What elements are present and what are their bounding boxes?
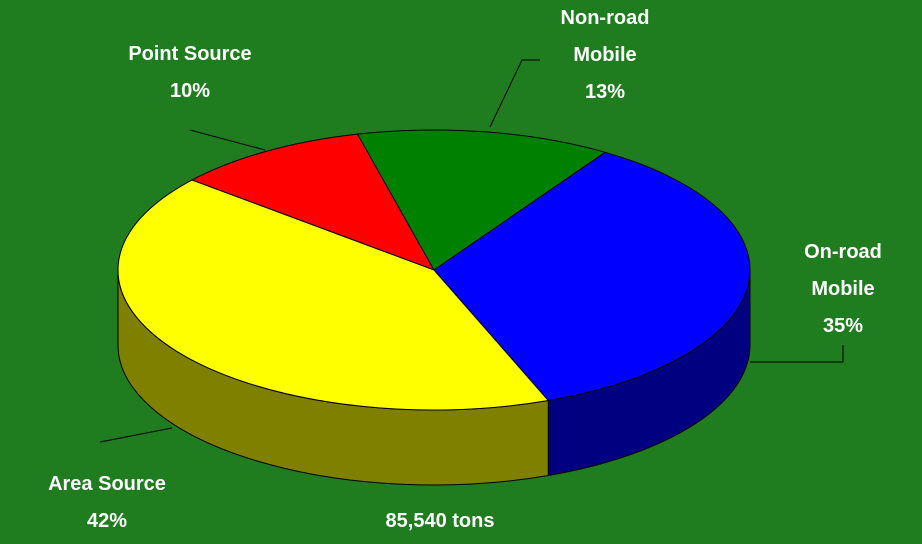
leader-line	[189, 129, 266, 151]
pie-tops	[117, 129, 751, 411]
leader-lines	[99, 59, 844, 443]
pie-slice	[117, 179, 550, 411]
slice-name: On-road Mobile	[804, 241, 882, 300]
pie-slice	[433, 151, 751, 402]
slice-name: Area Source	[48, 473, 166, 495]
pie-slice	[356, 129, 607, 271]
leader-line	[489, 59, 540, 128]
slice-label: Point Source 10%	[100, 36, 280, 110]
slice-percent: 10%	[169, 80, 211, 102]
slice-name: Non-road Mobile	[560, 7, 650, 66]
slice-percent: 13%	[584, 81, 626, 103]
leader-line	[750, 345, 844, 363]
slice-percent: 35%	[822, 315, 864, 337]
slice-label: Area Source 42%	[7, 466, 207, 540]
pie-slice	[190, 133, 436, 271]
slice-label: On-road Mobile 35%	[788, 234, 898, 345]
slice-label: Non-road Mobile 13%	[550, 0, 660, 111]
total-annotation: 85,540 tons	[385, 510, 495, 532]
slice-name: Point Source	[128, 43, 252, 65]
slice-percent: 42%	[86, 510, 128, 532]
leader-line	[99, 427, 173, 443]
